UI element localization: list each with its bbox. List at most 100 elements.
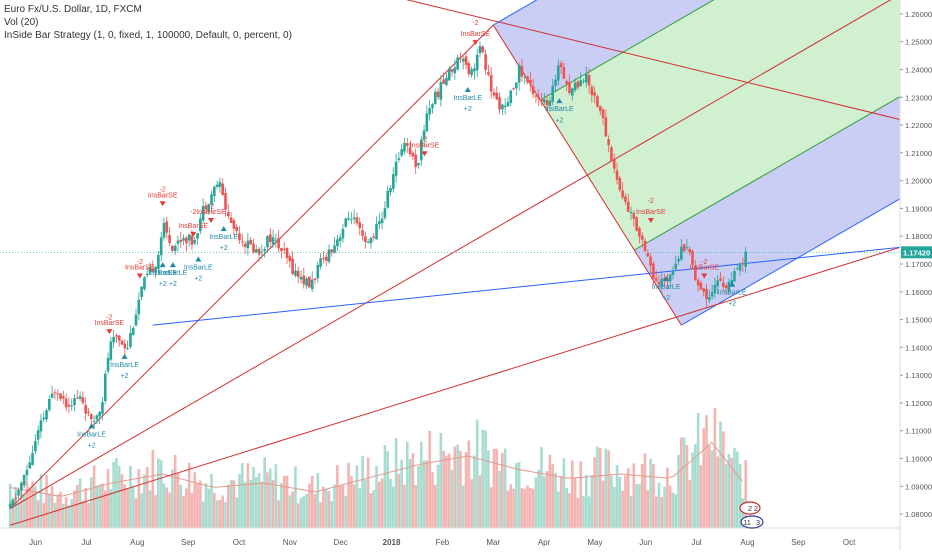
strategy-label[interactable]: InSide Bar Strategy (1, 0, fixed, 1, 100… — [4, 30, 292, 41]
candle-body — [626, 201, 630, 212]
candle-body — [517, 65, 521, 83]
candle-body — [140, 286, 143, 298]
candle-body — [176, 240, 180, 244]
volume-bar — [464, 452, 468, 528]
candle-body — [207, 204, 211, 212]
candle-body — [101, 402, 104, 414]
last-price-tag — [901, 246, 932, 259]
candle-body — [252, 243, 255, 253]
volume-indicator-label[interactable]: Vol (20) — [4, 17, 39, 28]
candle-body — [291, 258, 294, 274]
long-signal-label: +2 — [159, 281, 167, 288]
candle-body — [632, 212, 636, 219]
volume-bar — [422, 460, 426, 528]
candle-body — [134, 314, 138, 326]
candle-body — [688, 248, 692, 253]
candle-body — [540, 99, 543, 102]
short-signal-label: InsBarSE — [461, 31, 491, 38]
volume-bar — [333, 484, 336, 528]
volume-bar — [551, 464, 555, 528]
volume-bar — [570, 460, 574, 528]
volume-bar — [671, 492, 675, 528]
candle-body — [735, 268, 739, 270]
candle-body — [537, 97, 541, 100]
volume-bar — [439, 432, 443, 528]
volume-bar — [81, 500, 85, 528]
long-arrow-icon — [729, 281, 736, 287]
time-axis-label: Apr — [538, 538, 551, 547]
candle-body — [126, 348, 129, 350]
volume-bar — [478, 475, 482, 528]
candle-body — [646, 253, 650, 257]
volume-bar — [548, 454, 552, 528]
candle-body — [179, 239, 183, 242]
candle-body — [397, 158, 401, 160]
volume-bar — [442, 450, 445, 528]
volume-bar — [39, 474, 43, 528]
candle-body — [487, 71, 490, 75]
candle-body — [671, 271, 675, 275]
candle-body — [422, 130, 426, 140]
candle-body — [162, 223, 166, 238]
volume-bar — [638, 484, 641, 528]
candle-body — [64, 398, 68, 408]
volume-bar — [207, 488, 211, 528]
price-axis-label: 1.15000 — [905, 316, 932, 325]
candle-body — [73, 398, 76, 406]
candle-body — [324, 256, 328, 261]
volume-bar — [42, 503, 46, 528]
candle-body — [489, 74, 493, 92]
candle-body — [696, 280, 700, 286]
candle-body — [649, 256, 652, 266]
volume-bar — [481, 429, 485, 528]
volume-bar — [668, 485, 672, 528]
candle-body — [369, 237, 373, 244]
volume-bar — [680, 437, 683, 528]
volume-bar — [131, 485, 135, 528]
candle-body — [584, 73, 588, 83]
volume-bar — [405, 441, 409, 528]
candle-body — [439, 82, 443, 100]
volume-bar — [459, 450, 462, 528]
price-axis-label: 1.20000 — [905, 177, 932, 186]
candle-body — [204, 205, 208, 210]
volume-bar — [447, 453, 451, 528]
candle-body — [509, 90, 513, 104]
volume-bar — [378, 481, 381, 528]
candle-body — [657, 282, 661, 285]
candle-body — [652, 263, 655, 279]
price-axis-label: 1.24000 — [905, 65, 932, 74]
candle-body — [447, 68, 451, 81]
long-signal-label: InsBarLE — [148, 270, 177, 277]
short-arrow-icon — [159, 201, 166, 207]
candle-body — [534, 95, 538, 97]
candle-body — [120, 340, 124, 345]
volume-bar — [386, 451, 390, 528]
volume-bar — [53, 502, 57, 528]
candle-body — [81, 397, 85, 403]
volume-bar — [414, 484, 417, 528]
candle-body — [215, 184, 219, 187]
volume-bar — [554, 472, 557, 528]
volume-bar — [344, 495, 348, 528]
price-axis-label: 1.14000 — [905, 343, 932, 352]
long-arrow-icon — [556, 98, 563, 104]
volume-bar — [17, 501, 20, 528]
volume-bar — [28, 487, 32, 528]
candle-body — [229, 217, 233, 223]
long-arrow-icon — [464, 87, 471, 93]
volume-bar — [601, 480, 605, 528]
long-signal-label: +2 — [194, 276, 202, 283]
volume-bar — [179, 484, 183, 528]
volume-bar — [369, 493, 373, 528]
volume-bar — [484, 430, 487, 528]
candle-body — [344, 218, 348, 227]
candle-body — [11, 499, 15, 506]
volume-bar — [238, 473, 241, 528]
candle-body — [56, 393, 60, 395]
volume-bar — [593, 457, 596, 528]
volume-bar — [626, 468, 630, 528]
volume-bar — [249, 479, 252, 528]
